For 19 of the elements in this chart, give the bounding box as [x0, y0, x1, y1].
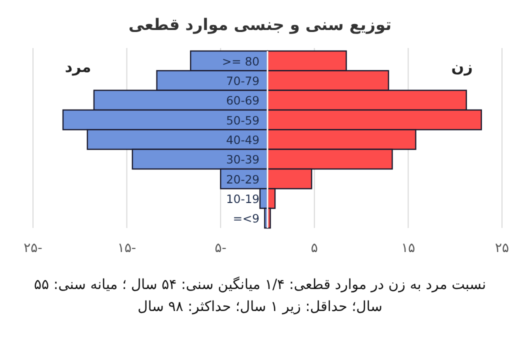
- y-tick-label: 60-69: [226, 94, 260, 108]
- series-label: مرد: [64, 58, 92, 76]
- y-tick-label: 70-79: [226, 74, 260, 88]
- x-tick-label: ۱۵: [401, 241, 416, 256]
- y-tick-label: >= 80: [222, 54, 260, 68]
- text: نسبت مرد به زن در موارد قطعی: ۱/۴ میانگین سنی: ۵۴ سال ؛ میانه سنی: ۵۵ سال؛ حداقل: زیر ۱ سال؛ حداکثر: ۹۸ سال: [32, 276, 487, 317]
- y-tick-label: =<9: [232, 212, 260, 226]
- x-tick-label: ۱۵-: [117, 241, 136, 256]
- x-tick-label: ۵: [310, 241, 318, 256]
- x-tick-label: ۵-: [214, 241, 227, 256]
- y-tick-label: 30-39: [226, 152, 260, 167]
- y-tick-label: 10-19: [226, 192, 260, 206]
- y-tick-label: 20-29: [226, 172, 260, 186]
- y-tick-label: 40-49: [226, 133, 260, 147]
- series-label: زن: [451, 58, 473, 76]
- x-tick-label: ۲۵-: [24, 241, 43, 256]
- y-tick-label: 50-59: [226, 113, 260, 128]
- chart-title: توزیع سنی و جنسی موارد قطعی: [128, 15, 392, 34]
- x-tick-label: ۲۵: [495, 241, 509, 256]
